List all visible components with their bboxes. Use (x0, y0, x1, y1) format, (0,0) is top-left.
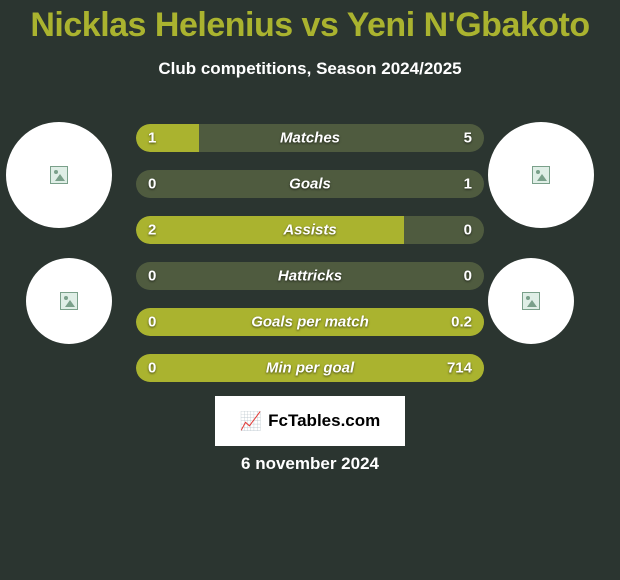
footer-badge-text: FcTables.com (268, 411, 380, 431)
comparison-bars: 1 Matches 5 0 Goals 1 2 Assists 0 0 Hattricks 0 0 Goa… (136, 124, 484, 400)
stat-label: Goals (289, 176, 331, 193)
stat-value-right: 0 (464, 268, 472, 285)
player-avatar-right-2 (488, 258, 574, 344)
stat-value-left: 0 (148, 360, 156, 377)
stat-row: 0 Goals per match 0.2 (136, 308, 484, 336)
stat-value-left: 0 (148, 268, 156, 285)
stat-value-right: 0 (464, 222, 472, 239)
stat-value-right: 0.2 (451, 314, 472, 331)
stat-label: Matches (280, 130, 340, 147)
stat-value-left: 0 (148, 176, 156, 193)
page-title: Nicklas Helenius vs Yeni N'Gbakoto (0, 0, 620, 45)
stat-label: Min per goal (266, 360, 354, 377)
stat-row: 2 Assists 0 (136, 216, 484, 244)
footer-date: 6 november 2024 (0, 454, 620, 474)
footer-badge-icon: 📈 (240, 412, 262, 430)
player-avatar-right-1 (488, 122, 594, 228)
stat-row: 1 Matches 5 (136, 124, 484, 152)
player-avatar-left-2 (26, 258, 112, 344)
footer-badge: 📈 FcTables.com (215, 396, 405, 446)
stat-bar-left-fill (136, 124, 199, 152)
stat-row: 0 Min per goal 714 (136, 354, 484, 382)
stat-value-right: 5 (464, 130, 472, 147)
stat-label: Goals per match (251, 314, 369, 331)
page-subtitle: Club competitions, Season 2024/2025 (0, 59, 620, 79)
image-placeholder-icon (532, 166, 550, 184)
stat-value-left: 0 (148, 314, 156, 331)
stat-value-left: 1 (148, 130, 156, 147)
stat-row: 0 Hattricks 0 (136, 262, 484, 290)
player-avatar-left-1 (6, 122, 112, 228)
image-placeholder-icon (60, 292, 78, 310)
stat-label: Hattricks (278, 268, 342, 285)
stat-value-right: 714 (447, 360, 472, 377)
stat-row: 0 Goals 1 (136, 170, 484, 198)
stat-value-right: 1 (464, 176, 472, 193)
stat-value-left: 2 (148, 222, 156, 239)
stat-bar-left-fill (136, 216, 404, 244)
image-placeholder-icon (522, 292, 540, 310)
stat-label: Assists (283, 222, 336, 239)
image-placeholder-icon (50, 166, 68, 184)
